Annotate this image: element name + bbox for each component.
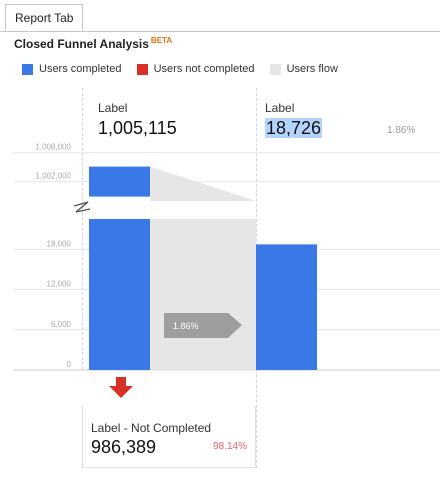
not-completed-value: 986,389 [91, 437, 157, 457]
legend-label-completed: Users completed [39, 63, 122, 75]
beta-badge: BETA [150, 36, 173, 45]
bar-step-1-upper [89, 166, 150, 197]
legend-label-flow: Users flow [286, 63, 338, 75]
legend-item-flow: Users flow [269, 63, 338, 75]
flow-arrow-label: 1.86% [173, 321, 199, 331]
legend-swatch-flow [269, 63, 281, 75]
bar-step-2 [256, 244, 317, 370]
legend-swatch-completed [22, 63, 33, 75]
legend-item-not-completed: Users not completed [136, 63, 255, 75]
flow-region-upper [150, 166, 256, 201]
legend-swatch-not-completed [136, 63, 148, 75]
y-tick-label: 1,008,000 [35, 143, 71, 152]
bar-step-1-lower [89, 219, 150, 370]
not-completed-label: Label - Not Completed [91, 421, 212, 435]
y-tick-label: 0 [67, 360, 72, 369]
step-2-value-text: 18,726 [265, 118, 323, 138]
y-tick-label: 1,002,000 [35, 172, 71, 181]
y-tick-label: 12,000 [47, 280, 72, 289]
y-tick-label: 18,000 [47, 239, 72, 248]
axis-break-icon [73, 201, 91, 213]
step-1-label: Label [98, 101, 128, 115]
step-2-percent: 1.86% [387, 125, 416, 136]
flow-arrow-badge [164, 313, 242, 338]
legend-item-completed: Users completed [22, 63, 122, 75]
page-title: Closed Funnel Analysis BETA [14, 36, 172, 51]
legend: Users completed Users not completed User… [22, 63, 350, 78]
page-title-text: Closed Funnel Analysis [14, 37, 149, 51]
not-completed-percent: 98.14% [213, 441, 247, 452]
legend-label-not-completed: Users not completed [153, 63, 255, 75]
step-2-value: 18,726 [265, 118, 323, 139]
flow-region-lower [150, 219, 256, 370]
step-2-label: Label [265, 101, 295, 115]
down-arrow-icon [109, 377, 133, 398]
step-divider [82, 88, 83, 370]
not-completed-card: Label - Not Completed 986,389 98.14% [82, 406, 256, 468]
tab-report[interactable]: Report Tab [5, 4, 84, 31]
step-1-value: 1,005,115 [98, 118, 177, 138]
tab-bar: Report Tab [0, 0, 440, 32]
y-tick-label: 6,000 [51, 320, 72, 329]
